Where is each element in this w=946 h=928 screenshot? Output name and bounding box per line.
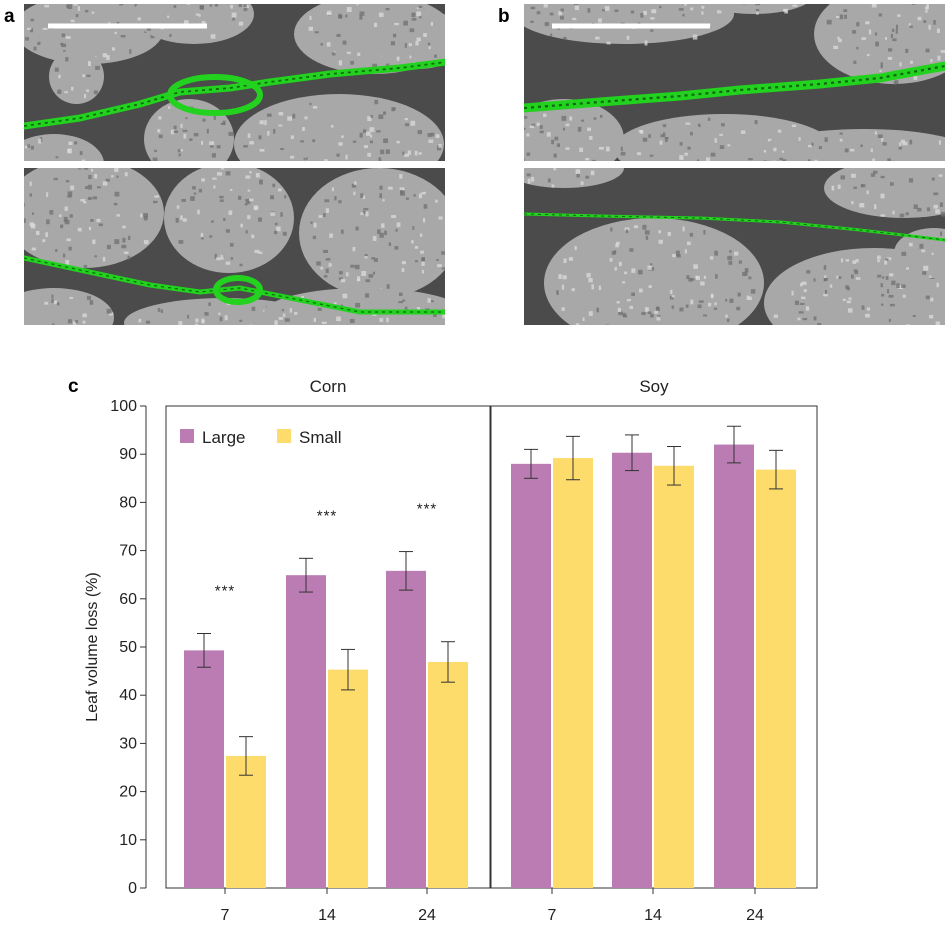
soil-particle bbox=[764, 248, 945, 325]
y-tick-label: 70 bbox=[119, 543, 137, 560]
soil-particle bbox=[24, 4, 164, 64]
soil-particle bbox=[299, 168, 445, 298]
micrograph-soy-top bbox=[524, 4, 945, 161]
soil-particle bbox=[754, 129, 945, 161]
legend: Large Small bbox=[180, 428, 342, 447]
x-tick-label: 24 bbox=[418, 907, 436, 924]
root-cell-cluster bbox=[167, 74, 263, 116]
significance-label: *** bbox=[417, 501, 438, 518]
bar-corn-large-7 bbox=[184, 650, 224, 888]
soil-particle bbox=[24, 288, 114, 325]
bar-corn-small-24 bbox=[428, 661, 468, 888]
soil-particle bbox=[264, 288, 445, 325]
panel-label-c: c bbox=[68, 376, 79, 397]
micrograph-corn-top bbox=[24, 4, 445, 161]
micrograph-soy-bottom bbox=[524, 168, 945, 325]
bar-corn-small-7 bbox=[226, 755, 266, 888]
micrograph-corn-bottom bbox=[24, 168, 445, 325]
panel-label-a: a bbox=[4, 6, 15, 27]
bar-corn-small-14 bbox=[328, 669, 368, 888]
y-tick-label: 100 bbox=[110, 398, 137, 415]
bar-soy-large-7 bbox=[511, 463, 551, 888]
soil-particle bbox=[49, 49, 104, 104]
legend-label-small: Small bbox=[299, 428, 342, 447]
y-tick-label: 10 bbox=[119, 832, 137, 849]
y-axis-label: Leaf volume loss (%) bbox=[84, 572, 101, 721]
bar-chart: Corn Soy 0 10 20 30 40 50 60 70 80 90 100 Leaf volume… bbox=[84, 377, 818, 924]
soil-particle bbox=[524, 99, 624, 161]
micrographs bbox=[24, 4, 945, 325]
soil-particle bbox=[544, 218, 764, 325]
legend-swatch-small bbox=[277, 429, 291, 443]
x-tick-label: 24 bbox=[746, 907, 764, 924]
facet-title-soy: Soy bbox=[639, 377, 669, 396]
x-tick-label: 7 bbox=[221, 907, 230, 924]
soil-particle bbox=[814, 4, 945, 84]
panel-label-b: b bbox=[498, 6, 510, 27]
x-tick-label: 14 bbox=[644, 907, 662, 924]
y-tick-label: 0 bbox=[128, 880, 137, 897]
soil-particle bbox=[24, 134, 104, 161]
legend-label-large: Large bbox=[202, 428, 245, 447]
soil-particle bbox=[374, 9, 445, 69]
y-tick-label: 90 bbox=[119, 446, 137, 463]
root-cell-cluster bbox=[213, 275, 263, 305]
bar-soy-small-7 bbox=[553, 458, 593, 888]
y-tick-label: 40 bbox=[119, 687, 137, 704]
bar-soy-large-14 bbox=[612, 452, 652, 888]
bar-corn-large-24 bbox=[386, 570, 426, 888]
bar-soy-small-14 bbox=[654, 465, 694, 888]
y-tick-label: 50 bbox=[119, 639, 137, 656]
soil-particle bbox=[164, 168, 294, 273]
significance-label: *** bbox=[317, 507, 338, 524]
significance-label: *** bbox=[215, 583, 236, 600]
x-tick-label: 14 bbox=[318, 907, 336, 924]
legend-swatch-large bbox=[180, 429, 194, 443]
soil-particle bbox=[524, 168, 624, 188]
soil-particle bbox=[702, 4, 806, 14]
soil-particle bbox=[894, 228, 945, 278]
facet-title-corn: Corn bbox=[310, 377, 347, 396]
y-tick-label: 60 bbox=[119, 591, 137, 608]
soil-particle bbox=[24, 168, 164, 268]
y-tick-label: 80 bbox=[119, 494, 137, 511]
y-tick-label: 20 bbox=[119, 784, 137, 801]
x-tick-label: 7 bbox=[548, 907, 557, 924]
y-tick-label: 30 bbox=[119, 735, 137, 752]
bar-corn-large-14 bbox=[286, 575, 326, 888]
bar-soy-small-24 bbox=[756, 469, 796, 888]
bar-soy-large-24 bbox=[714, 444, 754, 888]
